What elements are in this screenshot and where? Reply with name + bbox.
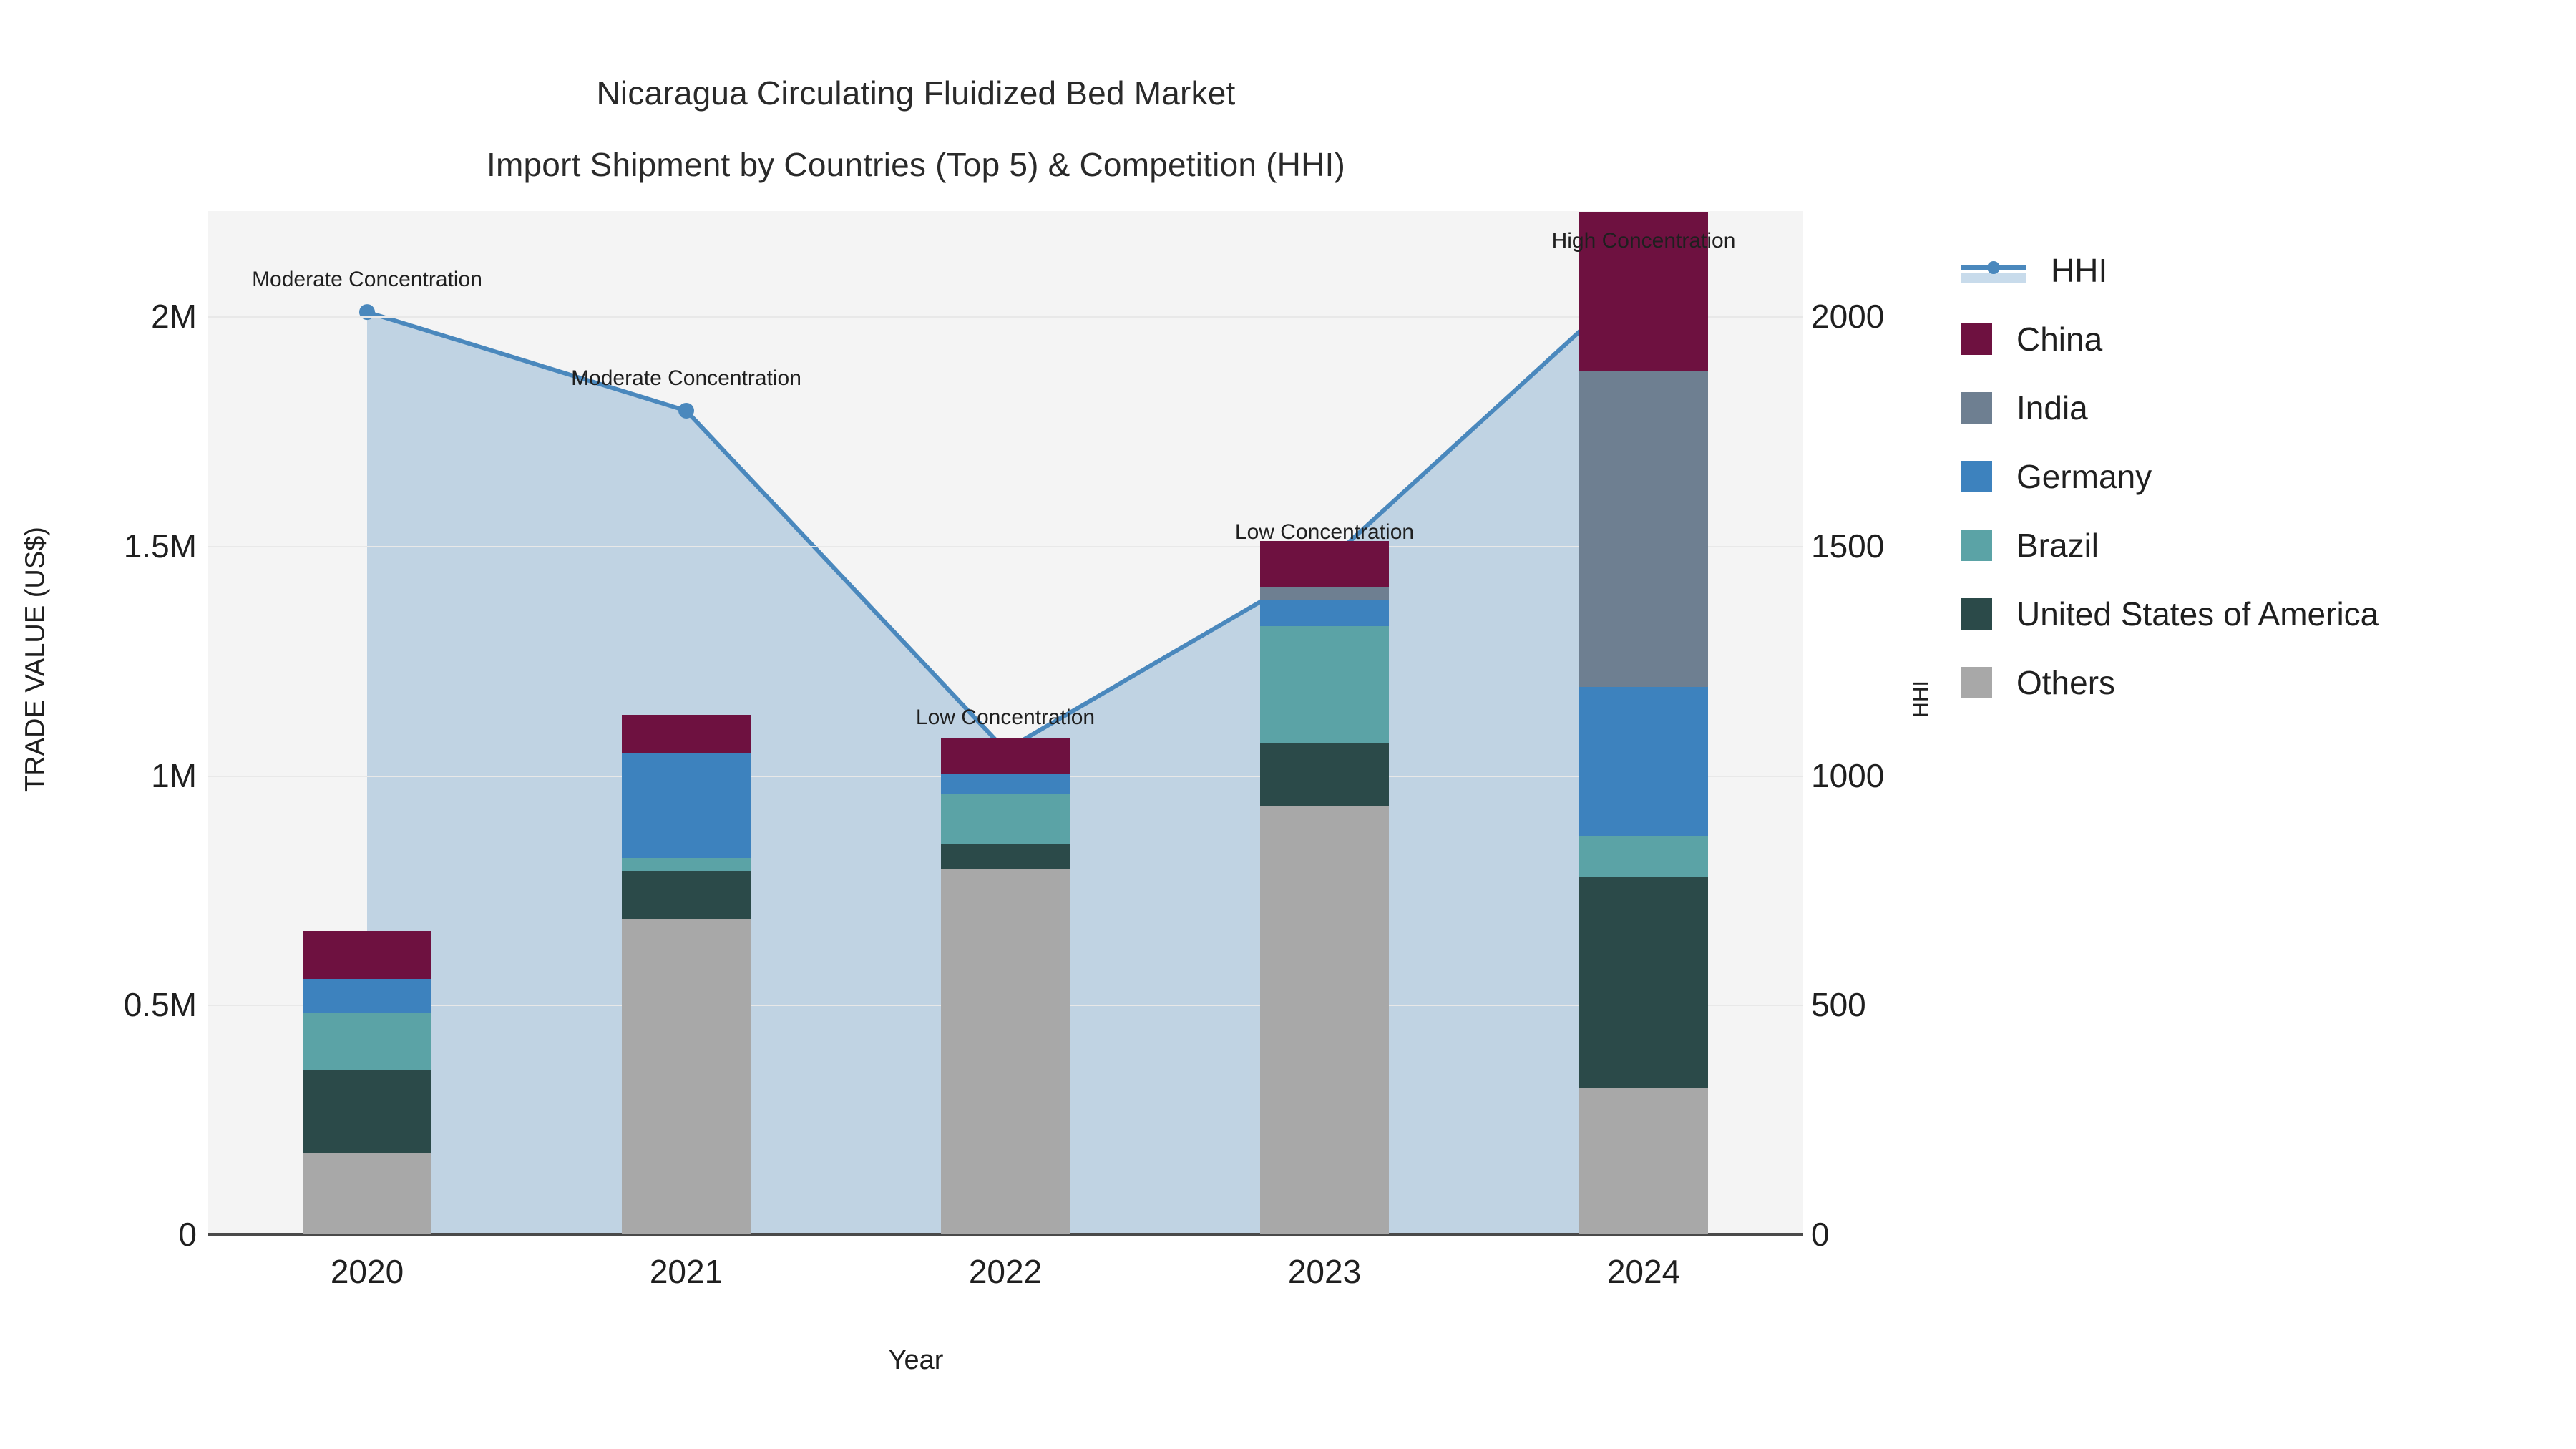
annotation-2024: High Concentration: [1551, 228, 1736, 253]
bar-segment-germany[interactable]: [1579, 687, 1708, 836]
legend-swatch-icon: [1961, 392, 1992, 424]
bar-segment-china[interactable]: [622, 715, 751, 753]
x-axis-title: Year: [888, 1345, 944, 1375]
bar-segment-germany[interactable]: [1260, 600, 1389, 626]
hhi-marker-2021[interactable]: [678, 402, 694, 419]
bar-segment-germany[interactable]: [941, 773, 1070, 794]
annotation-2020: Moderate Concentration: [252, 268, 482, 292]
bar-segment-brazil[interactable]: [622, 857, 751, 871]
chart-title-line-1: Nicaragua Circulating Fluidized Bed Mark…: [596, 74, 1236, 112]
legend-item-hhi[interactable]: HHI: [1961, 236, 2547, 305]
bar-segment-india[interactable]: [1579, 370, 1708, 688]
bar-segment-brazil[interactable]: [1579, 836, 1708, 877]
bar-segment-others[interactable]: [1260, 806, 1389, 1234]
bar-segment-brazil[interactable]: [941, 794, 1070, 844]
legend-swatch-icon: [1961, 667, 1992, 698]
bar-segment-india[interactable]: [1260, 587, 1389, 600]
y-axis-right-title: HHI: [1909, 680, 1933, 718]
y-left-tick: 0: [178, 1216, 197, 1253]
legend-label: United States of America: [2016, 595, 2379, 633]
legend-label: Others: [2016, 664, 2116, 701]
legend-swatch-icon: [1961, 461, 1992, 492]
y-axis-left-ticks: 0 0.5M 1M 1.5M 2M: [0, 211, 199, 1253]
y-right-tick: 2000: [1811, 298, 1885, 336]
bar-stack-2023[interactable]: [1260, 541, 1389, 1234]
bar-segment-united-states-of-america[interactable]: [1579, 876, 1708, 1089]
y-right-tick: 1500: [1811, 527, 1885, 565]
legend-label: India: [2016, 389, 2088, 426]
y-left-tick: 2M: [151, 298, 197, 336]
legend-swatch-icon: [1961, 598, 1992, 630]
x-tick-2021: 2021: [649, 1253, 723, 1290]
legend-item-china[interactable]: China: [1961, 305, 2547, 374]
hhi-marker-2020[interactable]: [359, 304, 375, 321]
annotation-2022: Low Concentration: [915, 706, 1096, 730]
bar-segment-others[interactable]: [303, 1153, 431, 1234]
legend-swatch-icon: [1961, 530, 1992, 561]
x-tick-2024: 2024: [1606, 1253, 1681, 1290]
bar-segment-china[interactable]: [1260, 541, 1389, 587]
bar-segment-china[interactable]: [303, 930, 431, 979]
gridline: [208, 546, 1803, 548]
chart-legend: HHI China India Germany Brazil United States …: [1961, 236, 2547, 717]
bar-segment-brazil[interactable]: [1260, 625, 1389, 743]
chart-title-line-2: Import Shipment by Countries (Top 5) & C…: [487, 146, 1345, 183]
bar-segment-united-states-of-america[interactable]: [303, 1070, 431, 1153]
y-right-tick: 1000: [1811, 756, 1885, 794]
y-right-tick: 0: [1811, 1216, 1830, 1253]
chart-title: Nicaragua Circulating Fluidized Bed Mark…: [0, 57, 1832, 200]
legend-line-icon: [1961, 255, 2026, 286]
y-left-tick: 0.5M: [123, 986, 197, 1024]
bar-segment-brazil[interactable]: [303, 1012, 431, 1071]
y-left-tick: 1M: [151, 756, 197, 794]
y-left-tick: 1.5M: [123, 527, 197, 565]
gridline: [208, 316, 1803, 318]
x-tick-2023: 2023: [1287, 1253, 1362, 1290]
legend-label: China: [2016, 321, 2103, 358]
bar-stack-2020[interactable]: [303, 930, 431, 1234]
annotation-2023: Low Concentration: [1234, 519, 1415, 544]
legend-item-others[interactable]: Others: [1961, 648, 2547, 717]
legend-item-brazil[interactable]: Brazil: [1961, 511, 2547, 580]
y-axis-left-title: TRADE VALUE (US$): [20, 527, 51, 792]
legend-item-united-states-of-america[interactable]: United States of America: [1961, 580, 2547, 648]
legend-swatch-icon: [1961, 323, 1992, 355]
bar-segment-germany[interactable]: [622, 753, 751, 858]
bar-segment-united-states-of-america[interactable]: [941, 844, 1070, 869]
x-tick-2020: 2020: [330, 1253, 404, 1290]
legend-item-india[interactable]: India: [1961, 374, 2547, 442]
bar-segment-others[interactable]: [1579, 1088, 1708, 1234]
bar-segment-germany[interactable]: [303, 978, 431, 1013]
y-axis-right-ticks: 0 500 1000 1500 2000: [1809, 211, 2009, 1253]
bar-segment-others[interactable]: [622, 918, 751, 1234]
annotation-2021: Moderate Concentration: [571, 366, 801, 390]
bar-stack-2021[interactable]: [622, 715, 751, 1234]
legend-label: Germany: [2016, 458, 2152, 495]
x-tick-2022: 2022: [968, 1253, 1043, 1290]
bar-segment-china[interactable]: [1579, 212, 1708, 371]
plot-area: [208, 211, 1803, 1236]
bar-segment-united-states-of-america[interactable]: [622, 870, 751, 919]
legend-label: HHI: [2051, 252, 2108, 289]
bar-segment-others[interactable]: [941, 868, 1070, 1234]
bar-stack-2024[interactable]: [1579, 212, 1708, 1234]
bar-segment-united-states-of-america[interactable]: [1260, 743, 1389, 806]
y-right-tick: 500: [1811, 986, 1866, 1024]
legend-item-germany[interactable]: Germany: [1961, 442, 2547, 511]
x-axis-baseline: [208, 1233, 1803, 1236]
legend-label: Brazil: [2016, 527, 2099, 564]
bar-stack-2022[interactable]: [941, 738, 1070, 1234]
bar-segment-china[interactable]: [941, 738, 1070, 774]
